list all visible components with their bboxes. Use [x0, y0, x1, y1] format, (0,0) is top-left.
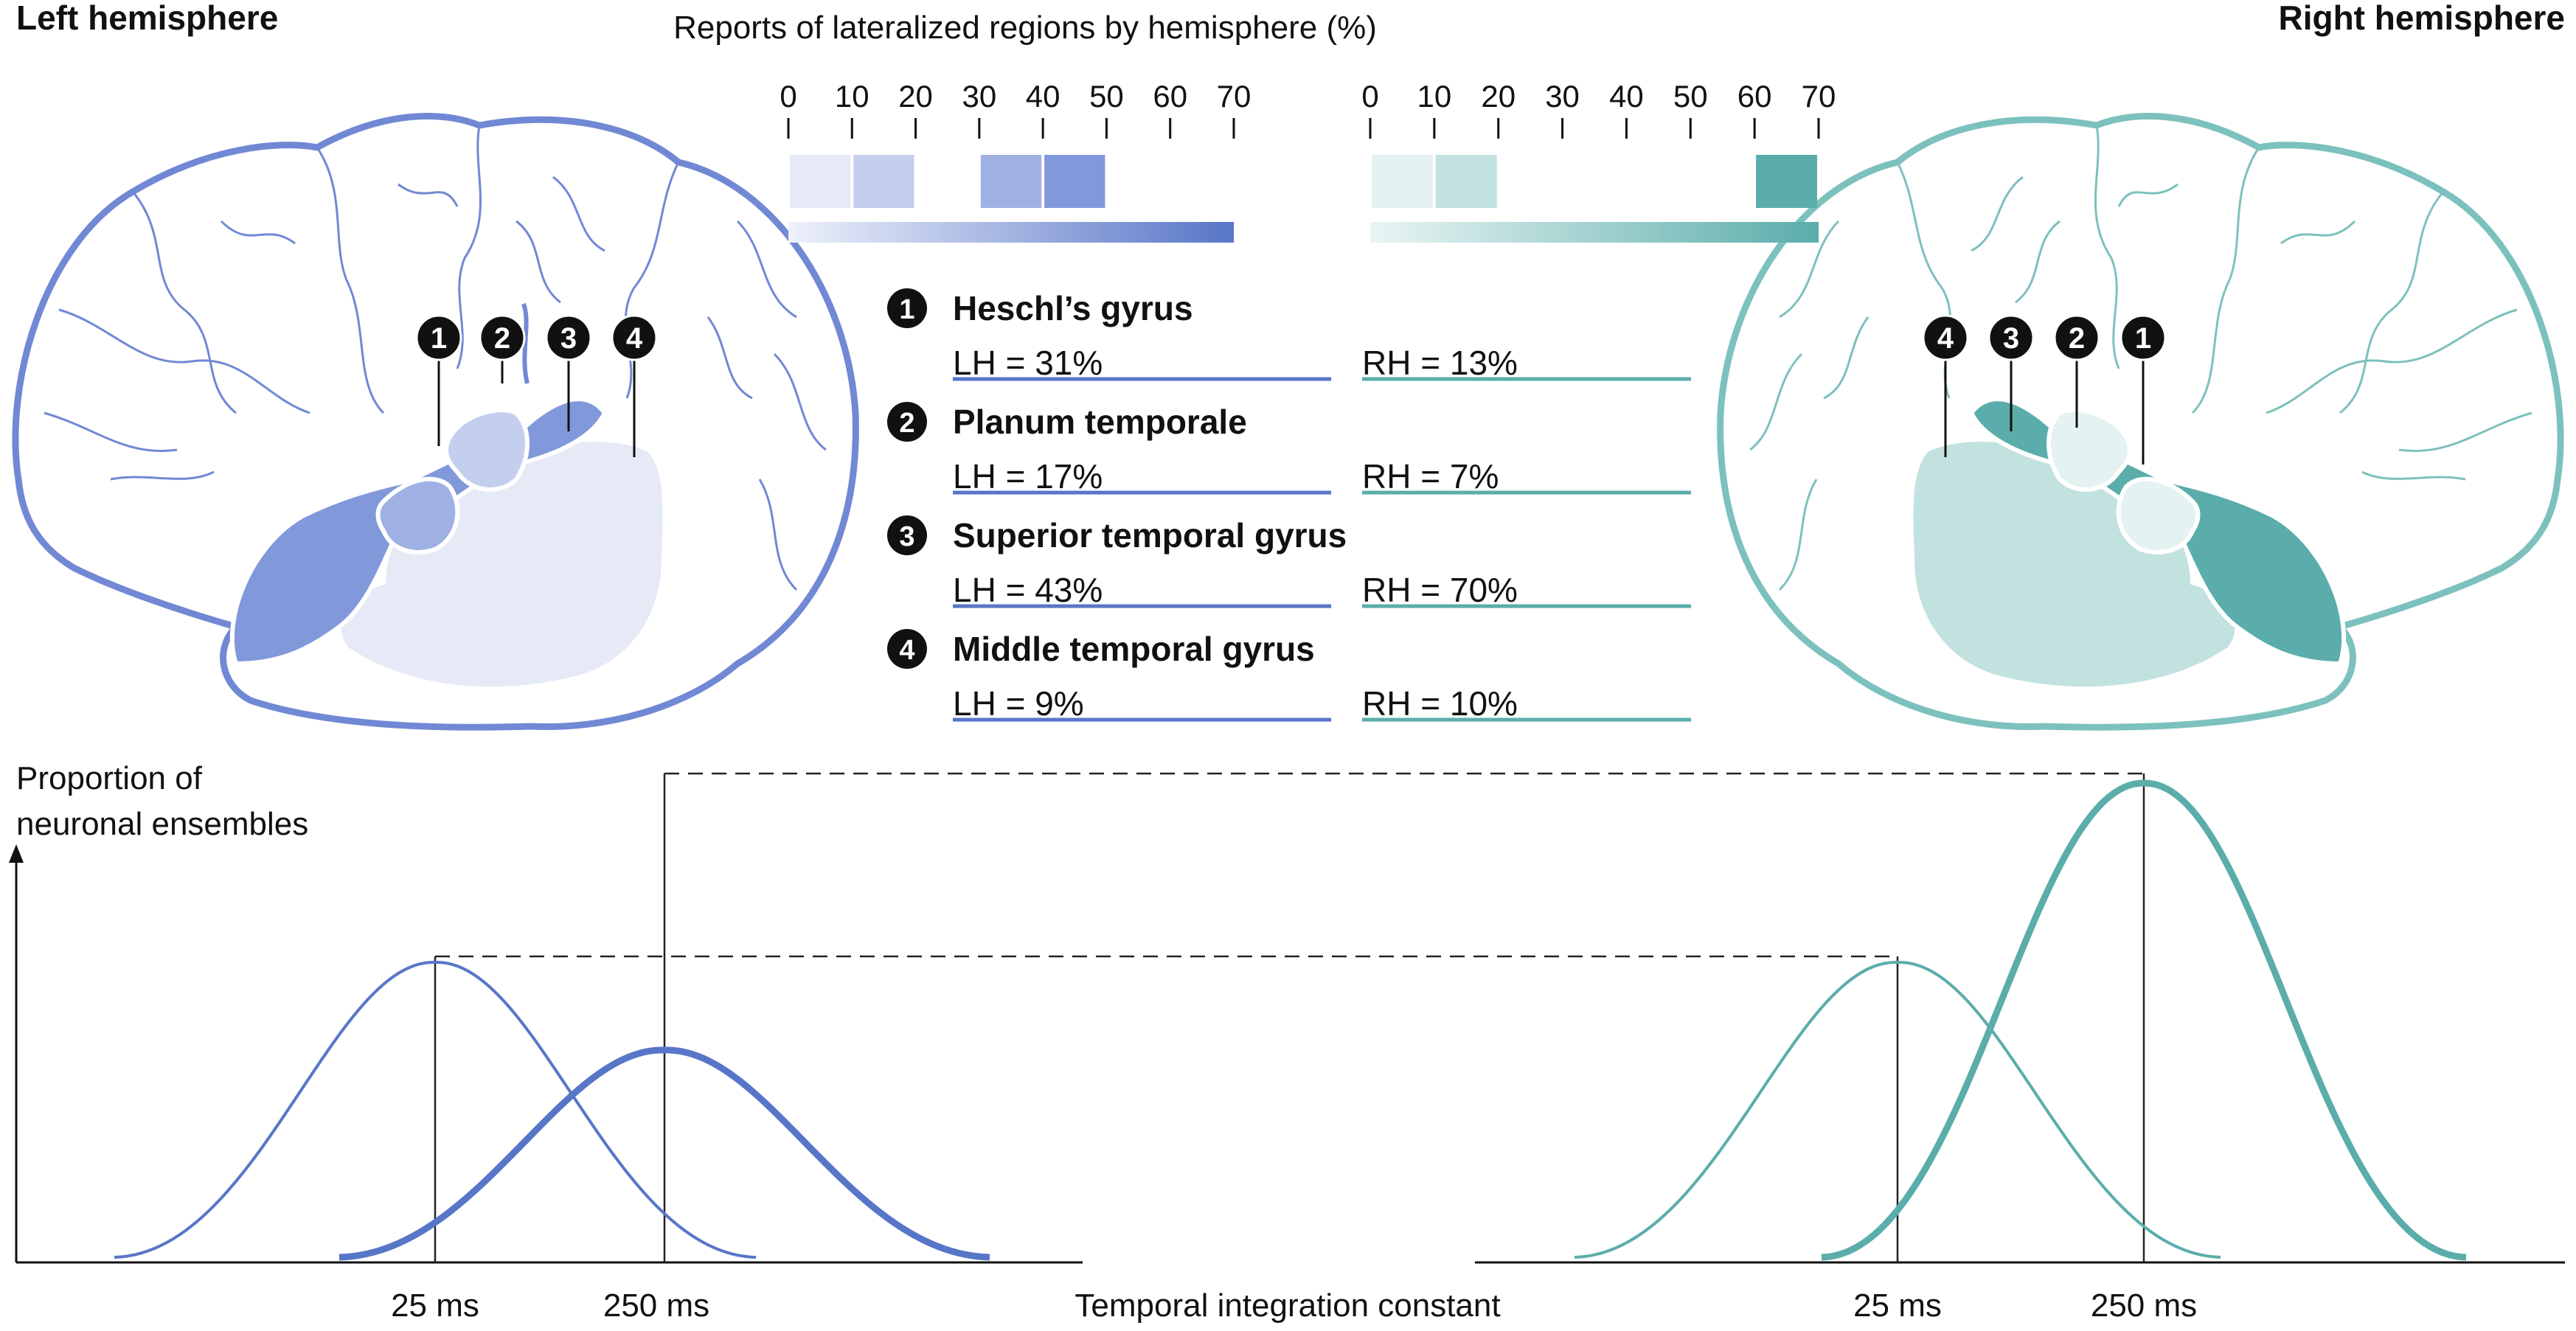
left-scale-block [1044, 155, 1105, 208]
left-scale-tick-label: 0 [780, 79, 796, 114]
right-scale-tick-label: 40 [1609, 79, 1644, 114]
right-region-1-heschl [2116, 476, 2201, 555]
scale-title: Reports of lateralized regions by hemisp… [673, 10, 1377, 46]
left-brain-marker-number: 4 [626, 322, 643, 355]
left-gradient-bar [788, 222, 1234, 243]
left-scale-block [853, 155, 914, 208]
y-axis-label-line2: neuronal ensembles [16, 806, 308, 842]
left-region-1-heschl [375, 476, 460, 555]
right-region-4-middle-temporal [1909, 437, 2240, 692]
legend-rh-value: RH = 7% [1362, 457, 1499, 496]
legend-region-name: Planum temporale [953, 403, 1247, 441]
right-scale-tick-label: 20 [1481, 79, 1516, 114]
right-brain-marker-1 [2120, 314, 2167, 361]
tick-right-25ms: 25 ms [1853, 1287, 1942, 1324]
marker-layer: 1 1 2 2 3 3 4 4 [415, 314, 2167, 361]
curve-left-slow [339, 1046, 990, 1261]
left-brain-marker-number: 2 [494, 322, 510, 355]
tick-left-25ms: 25 ms [391, 1287, 479, 1324]
legend-number-badge [887, 629, 927, 669]
right-scale-tick-label: 70 [1802, 79, 1836, 114]
left-brain-illustration [12, 113, 859, 731]
legend-number: 2 [899, 408, 914, 439]
left-scale-tick-label: 60 [1153, 79, 1187, 114]
curve-right-slow [1821, 779, 2467, 1261]
left-brain-marker-2 [479, 314, 526, 361]
legend-number-badge [887, 515, 927, 555]
right-brain-marker-2 [2053, 314, 2100, 361]
y-axis-label-line1: Proportion of [16, 760, 203, 796]
x-axis-label: Temporal integration constant [1075, 1287, 1500, 1324]
curve-left-fast [114, 960, 757, 1259]
left-percentage-scale: 0 10 20 30 40 50 60 70 [780, 79, 1251, 208]
region-legend: 1 Heschl’s gyrus LH = 31% RH = 13% 2 Planum t… [887, 288, 1691, 723]
right-brain-marker-number: 4 [1937, 322, 1954, 355]
right-scale-tick-label: 60 [1737, 79, 1772, 114]
left-region-2-planum [444, 408, 530, 492]
right-gradient-bar [1370, 222, 1819, 243]
legend-region-name: Superior temporal gyrus [953, 516, 1347, 555]
legend-rh-value: RH = 13% [1362, 344, 1518, 382]
left-brain-marker-4 [611, 314, 658, 361]
left-brain-marker-number: 1 [431, 322, 447, 355]
left-scale-tick-label: 70 [1217, 79, 1251, 114]
right-brain-marker-4 [1922, 314, 1969, 361]
legend-lh-value: LH = 9% [953, 684, 1084, 723]
tick-left-250ms: 250 ms [603, 1287, 709, 1324]
left-scale-tick-label: 40 [1026, 79, 1060, 114]
legend-lh-value: LH = 43% [953, 571, 1103, 609]
right-scale-tick-label: 30 [1545, 79, 1580, 114]
legend-number: 3 [899, 521, 914, 552]
legend-number-badge [887, 402, 927, 442]
left-brain-marker-number: 3 [560, 322, 577, 355]
left-scale-block [980, 155, 1042, 208]
left-scale-block [790, 155, 851, 208]
left-hemisphere-heading: Left hemisphere [16, 0, 278, 37]
integration-graph: Proportion of neuronal ensembles Tempora… [9, 760, 2565, 1324]
right-brain-marker-number: 1 [2135, 322, 2151, 355]
legend-region-name: Middle temporal gyrus [953, 630, 1315, 668]
legend-rh-value: RH = 10% [1362, 684, 1518, 723]
legend-rh-value: RH = 70% [1362, 571, 1518, 609]
left-brain-sulci [44, 125, 827, 591]
y-axis-arrow [9, 844, 24, 863]
left-scale-tick-label: 10 [835, 79, 869, 114]
tick-right-250ms: 250 ms [2091, 1287, 2197, 1324]
right-scale-tick-label: 10 [1417, 79, 1451, 114]
right-scale-tick-label: 50 [1673, 79, 1708, 114]
right-hemisphere-heading: Right hemisphere [2278, 0, 2565, 37]
legend-number: 4 [899, 635, 914, 666]
left-region-4-middle-temporal [336, 437, 667, 692]
left-scale-tick-label: 20 [898, 79, 933, 114]
right-percentage-scale: 0 10 20 30 40 50 60 70 [1361, 79, 1836, 208]
legend-number: 1 [899, 294, 914, 325]
right-brain-illustration [1717, 113, 2564, 731]
legend-lh-value: LH = 31% [953, 344, 1103, 382]
right-scale-block [1372, 155, 1433, 208]
legend-lh-value: LH = 17% [953, 457, 1103, 496]
left-scale-tick-label: 30 [962, 79, 996, 114]
right-brain-marker-number: 2 [2069, 322, 2085, 355]
right-scale-block [1756, 155, 1817, 208]
legend-region-name: Heschl’s gyrus [953, 289, 1193, 327]
right-scale-tick-label: 0 [1361, 79, 1378, 114]
left-brain-marker-3 [545, 314, 592, 361]
legend-number-badge [887, 288, 927, 328]
right-brain-marker-3 [1987, 314, 2035, 361]
right-region-2-planum [2046, 408, 2132, 492]
right-scale-block [1435, 155, 1497, 208]
curve-right-fast [1574, 960, 2221, 1259]
left-brain-marker-1 [415, 314, 462, 361]
left-scale-tick-label: 50 [1089, 79, 1124, 114]
right-brain-marker-number: 3 [2003, 322, 2019, 355]
